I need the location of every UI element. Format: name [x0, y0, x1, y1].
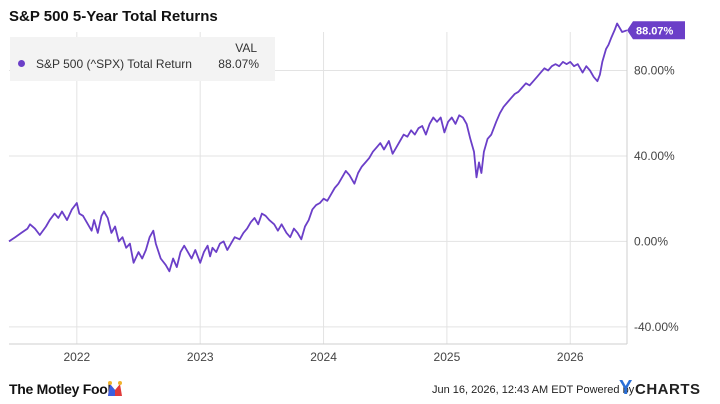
y-tick-label: -40.00%	[634, 320, 679, 334]
x-tick-label: 2022	[63, 350, 90, 364]
x-tick-label: 2024	[310, 350, 337, 364]
last-value-label: 88.07%	[636, 25, 674, 37]
x-tick-label: 2026	[557, 350, 584, 364]
jester-hat-icon	[108, 381, 122, 396]
legend-dot	[18, 60, 25, 67]
legend: VAL S&P 500 (^SPX) Total Return 88.07%	[10, 37, 275, 81]
footer-date: Jun 16, 2026, 12:43 AM EDT Powered by	[432, 384, 635, 396]
legend-series-value: 88.07%	[218, 57, 259, 71]
ycharts-logo: Y CHARTS	[619, 377, 701, 399]
chart-title: S&P 500 5-Year Total Returns	[9, 8, 218, 25]
y-tick-label: 80.00%	[634, 63, 675, 77]
last-value-tag	[627, 21, 685, 40]
motley-fool-logo: The Motley Fool	[9, 378, 122, 400]
series-line	[8, 22, 628, 273]
x-tick-label: 2023	[187, 350, 214, 364]
y-tick-label: 0.00%	[634, 234, 668, 248]
legend-header: VAL	[235, 41, 257, 55]
y-tick-label: 40.00%	[634, 149, 675, 163]
x-tick-label: 2025	[434, 350, 461, 364]
legend-series-name: S&P 500 (^SPX) Total Return	[36, 57, 192, 71]
